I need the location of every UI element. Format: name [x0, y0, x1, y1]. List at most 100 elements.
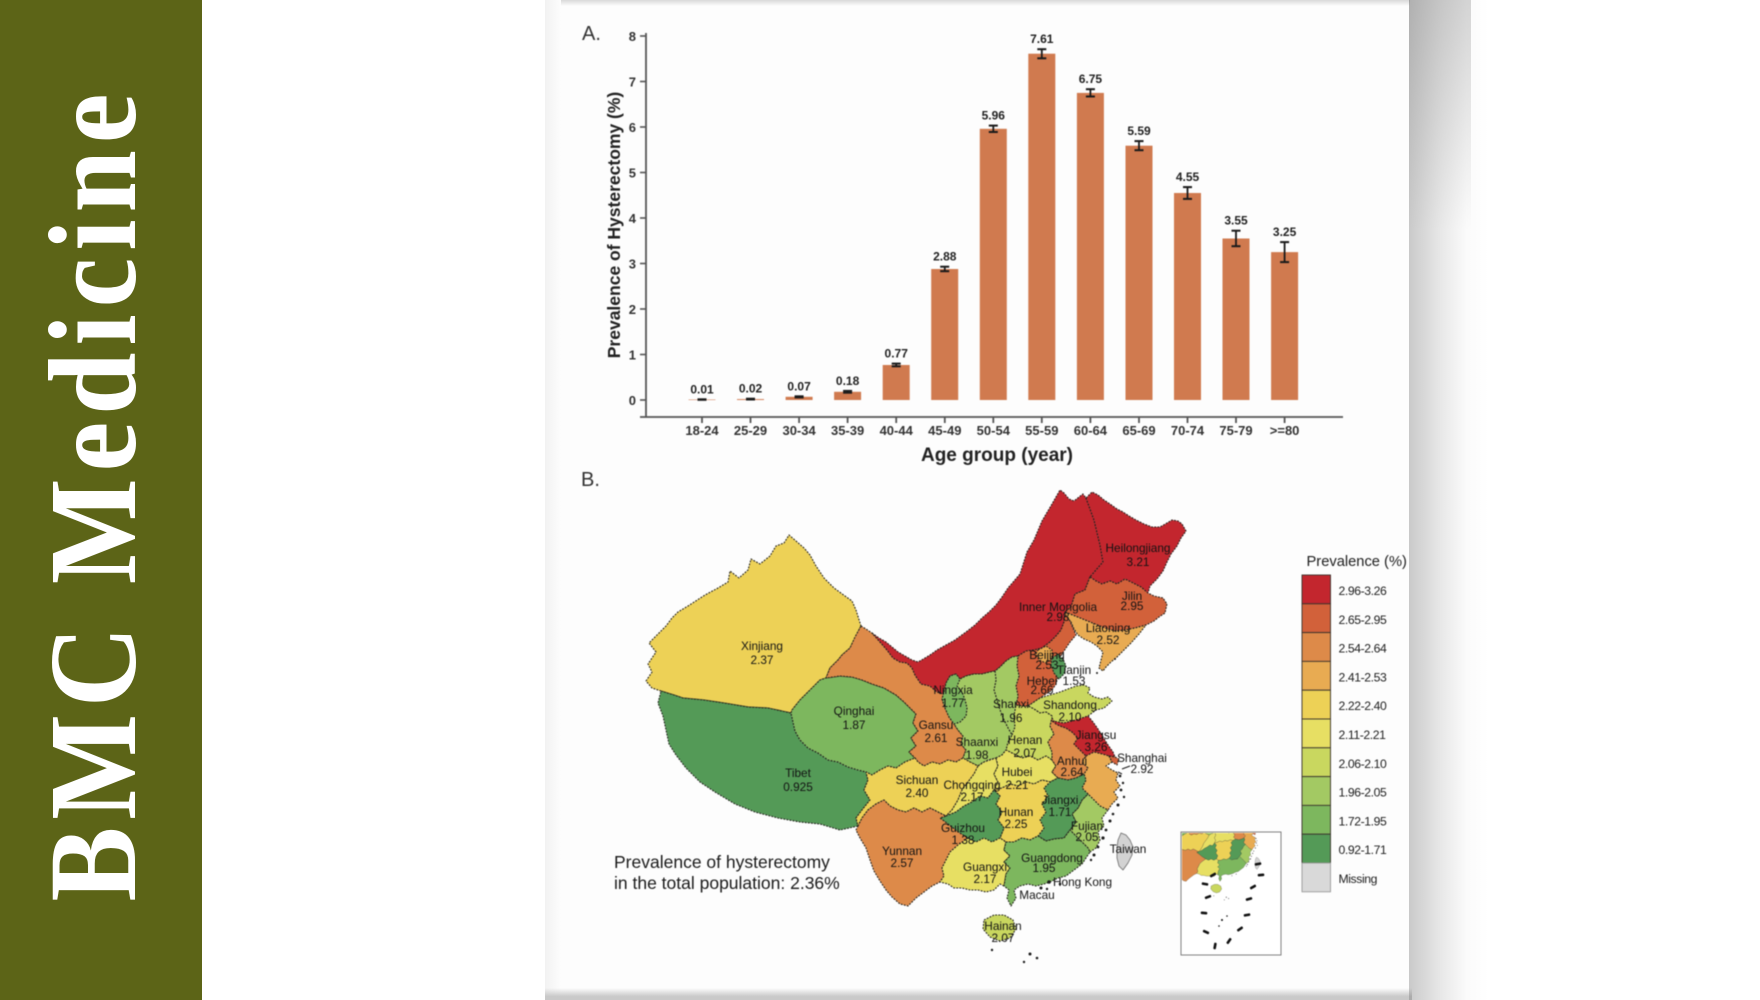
- svg-text:Prevalence of Hysterectomy (%): Prevalence of Hysterectomy (%): [604, 92, 624, 359]
- svg-text:75-79: 75-79: [1219, 423, 1252, 438]
- svg-text:0.07: 0.07: [787, 379, 811, 393]
- svg-text:2.06-2.10: 2.06-2.10: [1339, 757, 1388, 771]
- svg-text:2.11-2.21: 2.11-2.21: [1339, 728, 1387, 742]
- svg-text:Jiangxi: Jiangxi: [1042, 793, 1079, 807]
- svg-text:Xinjiang: Xinjiang: [741, 639, 783, 653]
- svg-text:2.07: 2.07: [1014, 746, 1037, 760]
- svg-text:3: 3: [629, 257, 636, 272]
- svg-text:2.22-2.40: 2.22-2.40: [1339, 699, 1388, 713]
- svg-text:7.61: 7.61: [1030, 32, 1054, 46]
- svg-text:25-29: 25-29: [734, 423, 767, 438]
- svg-text:2.96-3.26: 2.96-3.26: [1339, 584, 1388, 598]
- svg-text:60-64: 60-64: [1074, 423, 1108, 438]
- svg-text:1.71: 1.71: [1049, 805, 1072, 819]
- svg-text:Jilin: Jilin: [1122, 589, 1142, 603]
- svg-text:2.88: 2.88: [933, 250, 957, 264]
- svg-text:Taiwan: Taiwan: [1110, 842, 1147, 856]
- svg-text:1.77: 1.77: [942, 696, 965, 710]
- svg-text:0: 0: [629, 393, 636, 408]
- svg-text:0.18: 0.18: [836, 374, 860, 388]
- svg-text:Macau: Macau: [1019, 888, 1054, 902]
- svg-text:Hebei: Hebei: [1027, 674, 1058, 688]
- svg-text:1.98: 1.98: [966, 748, 989, 762]
- svg-text:1.38: 1.38: [952, 833, 975, 847]
- svg-text:Jiangsu: Jiangsu: [1076, 728, 1117, 742]
- svg-text:5.59: 5.59: [1127, 124, 1151, 138]
- svg-text:Henan: Henan: [1008, 733, 1043, 747]
- svg-text:6.75: 6.75: [1079, 72, 1103, 86]
- svg-text:35-39: 35-39: [831, 423, 864, 438]
- svg-text:70-74: 70-74: [1171, 423, 1205, 438]
- svg-text:0.925: 0.925: [783, 780, 813, 794]
- svg-text:2.07: 2.07: [992, 931, 1015, 945]
- svg-text:0.02: 0.02: [739, 382, 763, 396]
- svg-text:>=80: >=80: [1270, 423, 1300, 438]
- svg-text:Inner Mongolia: Inner Mongolia: [1019, 600, 1097, 614]
- svg-text:2.95: 2.95: [1121, 599, 1144, 613]
- svg-text:1.53: 1.53: [1063, 674, 1086, 688]
- svg-text:1.96: 1.96: [1000, 711, 1023, 725]
- svg-text:Tianjin: Tianjin: [1057, 663, 1091, 677]
- svg-text:1.72-1.95: 1.72-1.95: [1339, 814, 1388, 828]
- svg-text:2.61: 2.61: [925, 731, 948, 745]
- svg-text:2.64: 2.64: [1061, 765, 1084, 779]
- svg-text:A.: A.: [582, 23, 601, 45]
- svg-text:2.66: 2.66: [1031, 683, 1054, 697]
- svg-text:Tibet: Tibet: [785, 766, 812, 780]
- svg-text:Sichuan: Sichuan: [896, 773, 939, 787]
- svg-text:55-59: 55-59: [1025, 423, 1058, 438]
- svg-text:18-24: 18-24: [685, 423, 719, 438]
- svg-text:Hainan: Hainan: [984, 919, 1021, 933]
- svg-text:Qinghai: Qinghai: [834, 704, 875, 718]
- svg-text:Chongqing: Chongqing: [943, 778, 1000, 792]
- svg-text:2: 2: [629, 302, 636, 317]
- svg-text:B.: B.: [581, 469, 600, 491]
- svg-text:2.57: 2.57: [891, 856, 914, 870]
- svg-text:0.01: 0.01: [690, 382, 714, 396]
- svg-text:2.25: 2.25: [1005, 817, 1028, 831]
- svg-text:45-49: 45-49: [928, 423, 961, 438]
- svg-text:30-34: 30-34: [782, 423, 816, 438]
- svg-text:1.96-2.05: 1.96-2.05: [1339, 786, 1388, 800]
- svg-text:2.37: 2.37: [751, 653, 774, 667]
- svg-text:7: 7: [629, 75, 636, 90]
- svg-text:Heilongjiang: Heilongjiang: [1106, 541, 1171, 555]
- svg-text:5: 5: [629, 166, 636, 181]
- svg-text:Missing: Missing: [1339, 872, 1378, 886]
- svg-text:Prevalence of hysterectomy: Prevalence of hysterectomy: [614, 852, 830, 872]
- svg-text:2.53: 2.53: [1036, 658, 1059, 672]
- svg-text:6: 6: [629, 120, 636, 135]
- svg-text:2.21: 2.21: [1006, 778, 1029, 792]
- svg-text:Shanghai: Shanghai: [1117, 751, 1167, 765]
- svg-text:2.54-2.64: 2.54-2.64: [1339, 642, 1388, 656]
- svg-text:Shaanxi: Shaanxi: [956, 735, 999, 749]
- svg-text:Gansu: Gansu: [919, 718, 954, 732]
- svg-text:1.87: 1.87: [843, 718, 866, 732]
- svg-text:40-44: 40-44: [880, 423, 914, 438]
- svg-text:2.52: 2.52: [1097, 633, 1120, 647]
- svg-text:Hubei: Hubei: [1002, 765, 1033, 779]
- svg-text:Age group (year): Age group (year): [921, 445, 1073, 466]
- svg-text:Shanxi: Shanxi: [993, 697, 1029, 711]
- svg-text:2.17: 2.17: [974, 872, 997, 886]
- svg-text:4.55: 4.55: [1176, 170, 1200, 184]
- svg-text:3.25: 3.25: [1273, 225, 1297, 239]
- svg-text:2.17: 2.17: [961, 790, 984, 804]
- svg-text:3.21: 3.21: [1127, 555, 1150, 569]
- svg-text:in the total population: 2.36%: in the total population: 2.36%: [614, 873, 840, 893]
- svg-text:Fujian: Fujian: [1071, 819, 1103, 833]
- svg-text:65-69: 65-69: [1122, 423, 1155, 438]
- svg-text:3.26: 3.26: [1085, 740, 1108, 754]
- svg-text:2.40: 2.40: [906, 786, 929, 800]
- svg-text:1.95: 1.95: [1033, 861, 1056, 875]
- svg-text:0.77: 0.77: [885, 347, 909, 361]
- svg-text:2.92: 2.92: [1131, 762, 1154, 776]
- svg-text:2.98: 2.98: [1047, 610, 1070, 624]
- svg-text:2.05: 2.05: [1076, 830, 1099, 844]
- svg-text:Ningxia: Ningxia: [933, 683, 973, 697]
- svg-text:Prevalence (%): Prevalence (%): [1307, 554, 1407, 570]
- svg-text:Anhui: Anhui: [1057, 754, 1087, 768]
- svg-text:4: 4: [629, 211, 637, 226]
- svg-text:Guizhou: Guizhou: [941, 821, 985, 835]
- svg-text:2.41-2.53: 2.41-2.53: [1339, 670, 1388, 684]
